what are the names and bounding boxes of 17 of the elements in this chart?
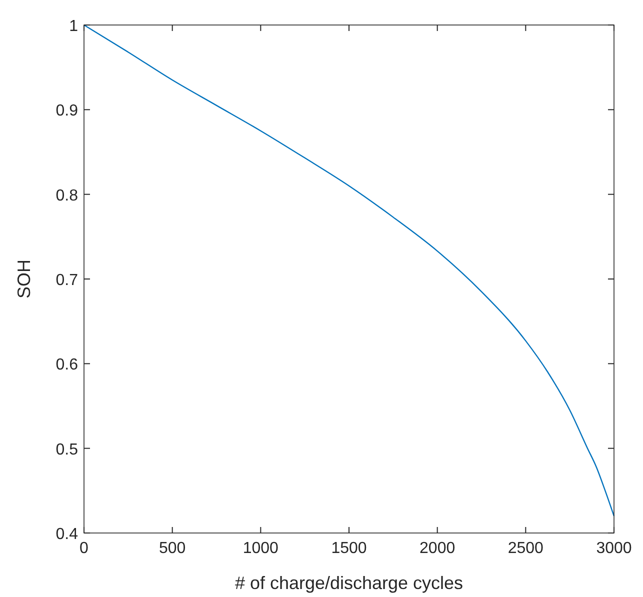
x-tick-label: 1000 — [242, 540, 279, 557]
x-tick-label: 1500 — [331, 540, 367, 557]
x-tick-label: 2500 — [508, 540, 544, 557]
x-tick-label: 2000 — [420, 540, 456, 557]
x-axis-title: # of charge/discharge cycles — [234, 573, 464, 593]
y-tick-label: 0.9 — [56, 102, 78, 120]
y-tick-label: 0.6 — [56, 356, 78, 374]
x-tick-label: 500 — [158, 540, 186, 557]
y-tick-label: 0.8 — [56, 187, 78, 204]
y-tick-label: 0.5 — [56, 441, 78, 458]
line-series — [83, 24, 615, 517]
x-tick-label: 0 — [80, 540, 89, 557]
x-tick-label: 3000 — [596, 540, 632, 557]
y-tick-label: 0.4 — [56, 526, 78, 543]
y-tick-label: 0.7 — [56, 272, 78, 289]
y-tick-label: 1 — [69, 18, 78, 35]
y-axis-title: SOH — [14, 259, 34, 299]
